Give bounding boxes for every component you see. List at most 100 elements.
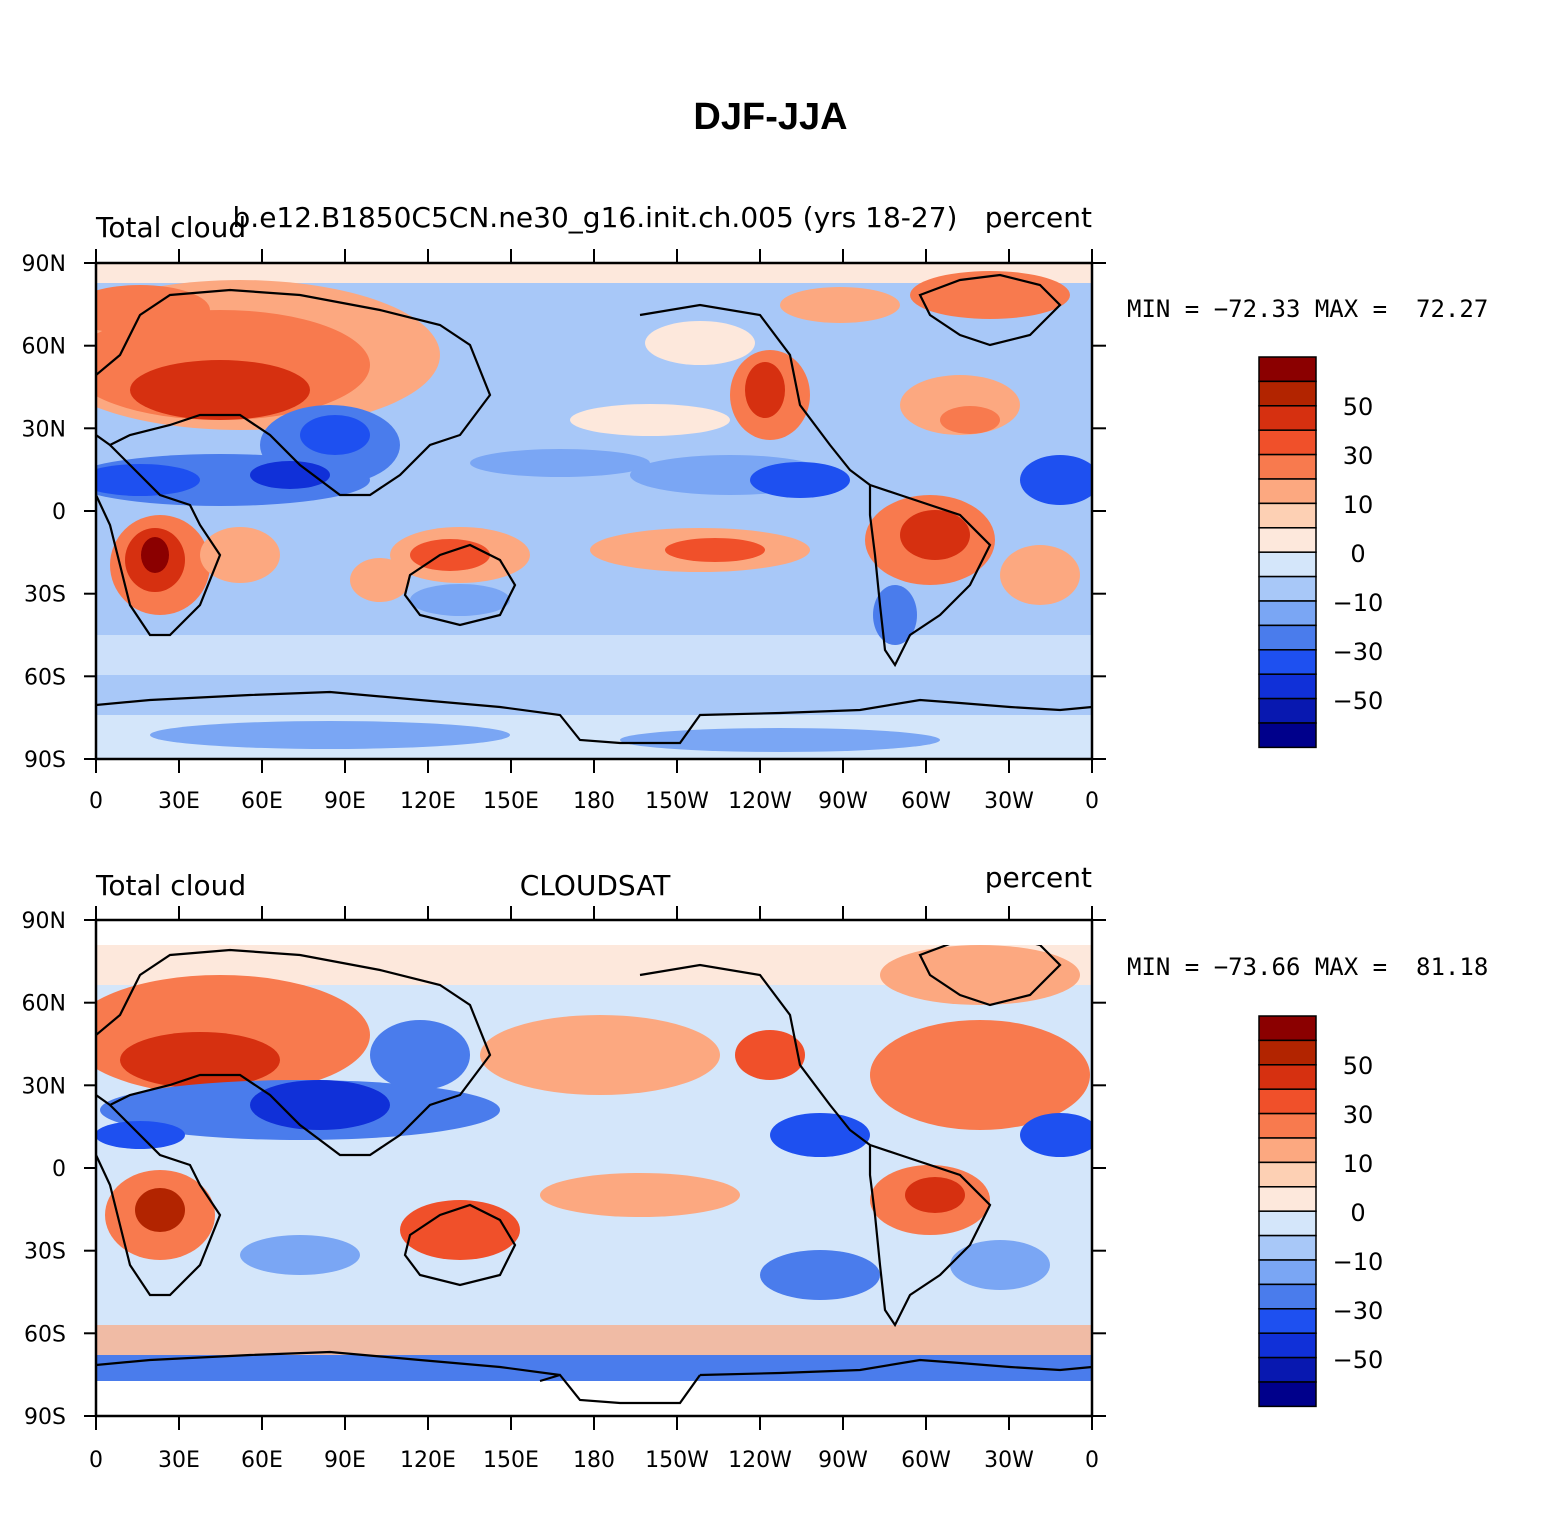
lat-label: 90N [22, 252, 66, 277]
colorbar-swatch [1258, 1332, 1317, 1359]
colorbar-tick-label: 50 [1343, 1052, 1374, 1080]
lat-label: 30S [24, 583, 66, 608]
colorbar-swatch [1258, 1137, 1317, 1164]
colorbar-swatch [1258, 1381, 1317, 1408]
contour-fill [120, 1032, 280, 1088]
map-plot: 90N 60N 30N 0 30S 60S 90S [22, 249, 1383, 814]
contour-fill [200, 527, 280, 583]
lon-label: 150W [645, 789, 709, 814]
lon-label: 90E [324, 789, 366, 814]
lon-label: 90W [818, 1448, 868, 1473]
contour-fill [905, 1177, 965, 1213]
colorbar-swatch [1258, 600, 1317, 627]
contour-fill [300, 415, 370, 455]
lon-label: 90W [818, 789, 868, 814]
lat-label: 60S [24, 665, 66, 690]
lon-label: 60E [241, 1448, 283, 1473]
contour-fill [735, 1030, 805, 1080]
colorbar-tick-label: 0 [1350, 1199, 1365, 1227]
colorbar-swatch [1258, 478, 1317, 505]
lat-label: 90S [24, 748, 66, 773]
colorbar-swatch [1258, 1186, 1317, 1212]
contour-fill [135, 1188, 185, 1232]
colorbar-swatch [1258, 356, 1317, 383]
min-label: MIN = [1127, 953, 1200, 981]
colorbar-swatch [1258, 697, 1317, 724]
colorbar-swatch [1258, 1088, 1317, 1115]
min-value: −73.66 [1213, 953, 1301, 981]
lon-label: 60W [901, 1448, 951, 1473]
lon-label: 30W [984, 1448, 1034, 1473]
colorbar-swatch [1258, 1356, 1317, 1383]
colorbar-swatch [1258, 673, 1317, 700]
lon-axis: 0 30E 60E 90E 120E 150E 180 150W 120W 90… [89, 906, 1099, 1473]
contour-fill [141, 537, 169, 573]
antarctic-coastline [539, 1373, 701, 1405]
panel-center-label: CLOUDSAT [519, 869, 671, 902]
max-label: MAX = [1314, 295, 1388, 323]
colorbar-swatch [1258, 551, 1317, 578]
contour-fill [780, 287, 900, 323]
colorbar-swatch [1258, 1234, 1317, 1261]
lon-label: 0 [89, 1448, 103, 1473]
contour-fill [96, 1325, 1092, 1355]
figure-title: DJF-JJA [693, 96, 848, 138]
colorbar-swatch [1258, 405, 1317, 431]
colorbar-swatch [1258, 1112, 1317, 1139]
colorbar-swatch [1258, 722, 1317, 749]
lon-label: 180 [573, 1448, 615, 1473]
contour-fill [1000, 545, 1080, 605]
model-panel: b.e12.B1850C5CN.ne30_g16.init.ch.005 (yr… [0, 195, 1541, 835]
contour-fill [250, 461, 330, 489]
colorbar-tick-label: −10 [1333, 1248, 1384, 1276]
lat-label: 60N [22, 992, 66, 1017]
lon-axis: 0 30E 60E 90E 120E 150E 180 150W 120W 90… [89, 249, 1099, 814]
colorbar-swatch [1258, 1039, 1317, 1066]
colorbar-swatch [1258, 429, 1317, 456]
lon-label: 30W [984, 789, 1034, 814]
lon-label: 90E [324, 1448, 366, 1473]
contour-fill [370, 1020, 470, 1090]
colorbar-swatch [1258, 502, 1317, 529]
coastlines [96, 945, 1092, 1377]
lon-label: 0 [1085, 789, 1099, 814]
lat-label: 30S [24, 1240, 66, 1265]
min-max-readout: MIN = −72.33 MAX = 72.27 [1127, 295, 1488, 323]
lon-label: 120E [400, 1448, 456, 1473]
panel-right-label: percent [984, 861, 1092, 894]
coastlines [96, 273, 1092, 745]
contour-fill [750, 462, 850, 498]
lat-label: 0 [52, 1157, 66, 1182]
lat-label: 0 [52, 500, 66, 525]
lon-label: 0 [89, 789, 103, 814]
contour-fill [240, 1235, 360, 1275]
colorbar-swatch [1258, 380, 1317, 407]
lat-label: 90S [24, 1405, 66, 1430]
contour-fill [540, 1173, 740, 1217]
contour-fill [950, 1240, 1050, 1290]
contour-fill [480, 1015, 720, 1095]
colorbar-swatch [1258, 453, 1317, 480]
lon-label: 150E [483, 1448, 539, 1473]
max-value: 72.27 [1416, 295, 1489, 323]
colorbar-swatch [1258, 575, 1317, 602]
contour-fill [410, 584, 510, 616]
contour-fill [940, 406, 1000, 434]
contour-fill [250, 1080, 390, 1130]
max-value: 81.18 [1416, 953, 1489, 981]
panel-center-label: b.e12.B1850C5CN.ne30_g16.init.ch.005 (yr… [232, 201, 958, 234]
contour-fill [470, 449, 650, 477]
contour-fill [570, 404, 730, 436]
lon-label: 150E [483, 789, 539, 814]
contour-fill [760, 1250, 880, 1300]
colorbar-swatch [1258, 527, 1317, 553]
contour-fill [130, 360, 310, 420]
lat-axis: 90N 60N 30N 0 30S 60S 90S [22, 909, 1106, 1430]
colorbar-swatch [1258, 1015, 1317, 1042]
lon-label: 120W [728, 789, 792, 814]
lon-label: 150W [645, 1448, 709, 1473]
colorbar-swatch [1258, 1161, 1317, 1188]
colorbar-swatch [1258, 1308, 1317, 1334]
contour-fill [150, 721, 510, 749]
colorbar: 50 30 10 0 −10 −30 −50 [1258, 356, 1383, 749]
